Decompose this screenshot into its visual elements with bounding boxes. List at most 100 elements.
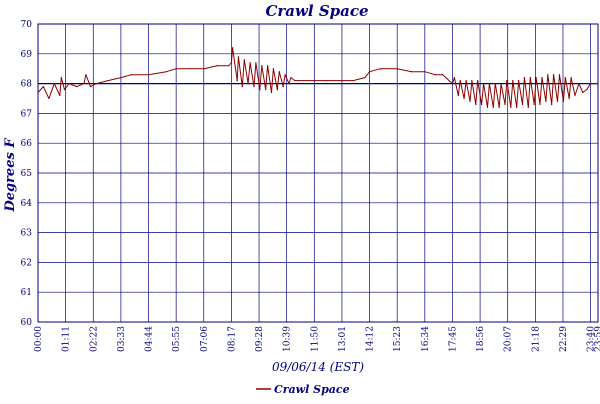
data-point xyxy=(434,74,436,76)
data-point xyxy=(85,74,87,76)
x-tick-label: 17:45 xyxy=(448,326,458,352)
data-point xyxy=(523,77,526,79)
x-tick-label: 14:12 xyxy=(366,326,376,352)
data-point xyxy=(510,106,512,108)
x-tick-label: 13:01 xyxy=(338,326,348,352)
data-point xyxy=(558,74,561,76)
x-tick-label: 21:18 xyxy=(531,326,541,352)
data-point xyxy=(590,83,592,85)
data-point xyxy=(483,83,485,85)
data-point xyxy=(481,103,483,106)
y-tick-label: 69 xyxy=(21,50,33,60)
x-tick-label: 11:50 xyxy=(310,326,320,352)
data-point xyxy=(463,97,465,100)
data-point xyxy=(53,83,55,85)
series-layer xyxy=(37,47,599,108)
chart-title: Crawl Space xyxy=(265,2,368,20)
data-point xyxy=(59,94,61,97)
data-point xyxy=(228,65,230,67)
data-point xyxy=(457,94,459,97)
data-point xyxy=(216,65,218,67)
data-point xyxy=(518,80,520,82)
x-tick-label: 09:28 xyxy=(255,326,265,352)
grid xyxy=(37,23,599,323)
data-point xyxy=(352,80,354,82)
plot-frame xyxy=(37,23,599,323)
data-point xyxy=(107,80,109,82)
y-tick-label: 62 xyxy=(21,258,32,268)
y-tick-labels: 60 61 62 63 64 65 66 67 68 69 70 xyxy=(21,20,33,328)
data-point xyxy=(236,80,238,82)
data-point xyxy=(475,103,477,106)
data-point xyxy=(492,106,494,108)
legend: Crawl Space xyxy=(256,383,350,396)
data-point xyxy=(48,97,50,100)
data-point xyxy=(76,86,78,88)
data-point xyxy=(232,47,234,49)
data-point xyxy=(282,86,284,88)
y-tick-label: 63 xyxy=(21,229,33,239)
data-point xyxy=(261,65,263,67)
x-tick-label: 20:07 xyxy=(504,326,514,352)
y-tick-label: 61 xyxy=(21,288,32,298)
data-point xyxy=(459,80,461,82)
x-tick-label: 03:33 xyxy=(117,326,127,352)
x-tick-label: 22:29 xyxy=(559,326,569,352)
y-tick-label: 64 xyxy=(21,199,33,209)
data-point xyxy=(512,80,514,82)
data-point xyxy=(165,71,167,73)
data-point xyxy=(325,80,327,82)
data-point xyxy=(63,89,66,91)
data-point xyxy=(568,97,570,100)
data-point xyxy=(83,83,85,85)
data-point xyxy=(42,86,45,88)
data-point xyxy=(593,83,596,85)
data-point xyxy=(288,83,290,85)
data-point xyxy=(527,106,529,108)
data-point xyxy=(369,71,371,73)
data-point xyxy=(562,100,565,103)
data-point xyxy=(241,86,243,88)
data-point xyxy=(486,106,489,108)
data-point xyxy=(284,74,286,76)
data-point xyxy=(60,77,62,79)
data-point xyxy=(379,68,382,70)
data-point xyxy=(498,106,500,108)
data-point xyxy=(453,77,455,79)
data-point xyxy=(272,68,274,70)
data-point xyxy=(237,56,239,58)
data-point xyxy=(68,83,70,85)
data-point xyxy=(120,77,122,79)
data-point xyxy=(411,71,413,73)
x-tick-label: 05:55 xyxy=(172,326,182,352)
x-tick-labels: 00:00 01:11 02:22 03:33 04:44 05:55 07:06 08:17… xyxy=(34,326,600,352)
y-tick-label: 65 xyxy=(21,169,33,179)
data-point xyxy=(547,74,549,76)
data-point xyxy=(247,83,249,85)
data-point xyxy=(564,77,566,79)
legend-label: Crawl Space xyxy=(274,383,350,396)
data-point xyxy=(243,59,245,61)
x-tick-label: 18:56 xyxy=(476,326,486,352)
data-point xyxy=(469,100,471,103)
data-point xyxy=(189,68,191,70)
data-point xyxy=(249,62,251,64)
x-tick-label: 07:06 xyxy=(200,326,210,352)
data-point xyxy=(586,89,588,91)
data-point xyxy=(298,80,300,82)
data-point xyxy=(290,77,292,79)
data-point xyxy=(539,103,541,106)
x-tick-label: 08:17 xyxy=(227,326,237,352)
data-point xyxy=(270,91,273,94)
y-tick-label: 67 xyxy=(21,109,33,119)
data-point xyxy=(553,74,555,76)
data-point xyxy=(230,62,232,64)
data-point xyxy=(364,77,366,79)
data-point xyxy=(535,77,537,79)
data-point xyxy=(500,83,502,85)
data-point xyxy=(265,89,267,91)
data-point xyxy=(529,77,531,79)
y-axis-label: Degrees F xyxy=(3,138,18,213)
